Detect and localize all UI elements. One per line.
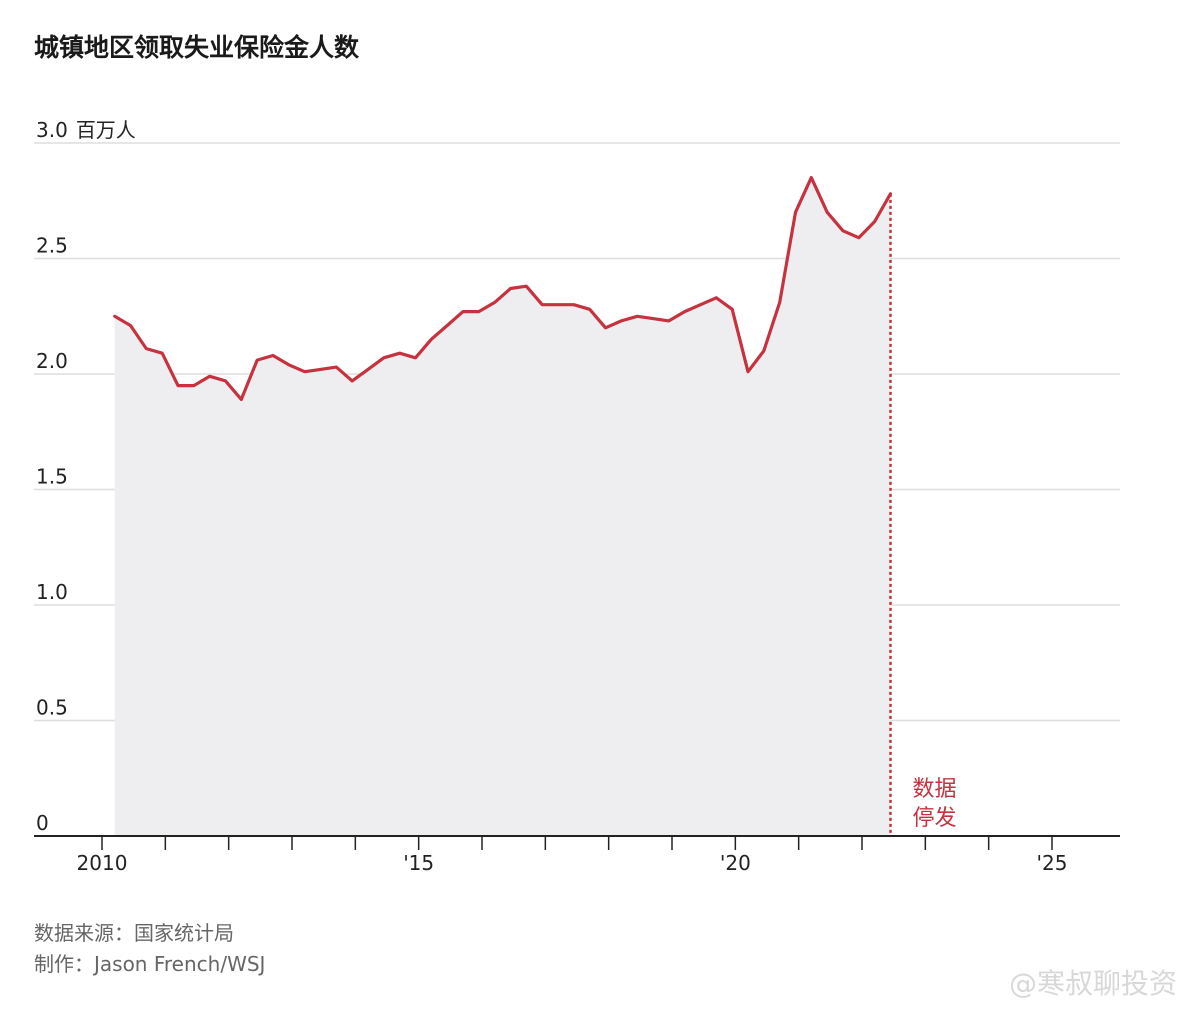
y-tick-label: 1.0 (36, 580, 68, 604)
y-tick-label: 1.5 (36, 465, 68, 489)
x-tick-label: '15 (403, 851, 434, 875)
x-tick-label: 2010 (77, 851, 128, 875)
x-axis (34, 835, 1120, 850)
series-line (113, 176, 893, 401)
x-axis-labels: 2010 '15 '20 '25 (77, 851, 1068, 875)
chart-footer: 数据来源：国家统计局 制作：Jason French/WSJ (34, 918, 265, 980)
watermark: @寒叔聊投资 (1008, 967, 1177, 1000)
annotation-text: 数据 (913, 777, 957, 802)
y-unit-label: 百万人 (76, 118, 136, 142)
area-fill (114, 177, 891, 837)
annotation-text: 停发 (913, 806, 957, 831)
y-tick-label: 3.0 百万人 (36, 118, 136, 142)
y-tick-label: 2.0 (36, 349, 68, 373)
y-tick-label: 0 (36, 811, 49, 835)
y-tick-label: 0.5 (36, 696, 68, 720)
data-points (114, 177, 891, 400)
x-tick-label: '25 (1037, 851, 1068, 875)
y-tick-label: 2.5 (36, 234, 68, 258)
x-tick-label: '20 (720, 851, 751, 875)
y-axis-labels: 3.0 百万人 2.5 2.0 1.5 1.0 0.5 0 (36, 118, 136, 835)
chart-title: 城镇地区领取失业保险金人数 (34, 33, 360, 62)
source-note: 数据来源：国家统计局 (34, 921, 234, 945)
credit-note: 制作：Jason French/WSJ (34, 952, 266, 976)
